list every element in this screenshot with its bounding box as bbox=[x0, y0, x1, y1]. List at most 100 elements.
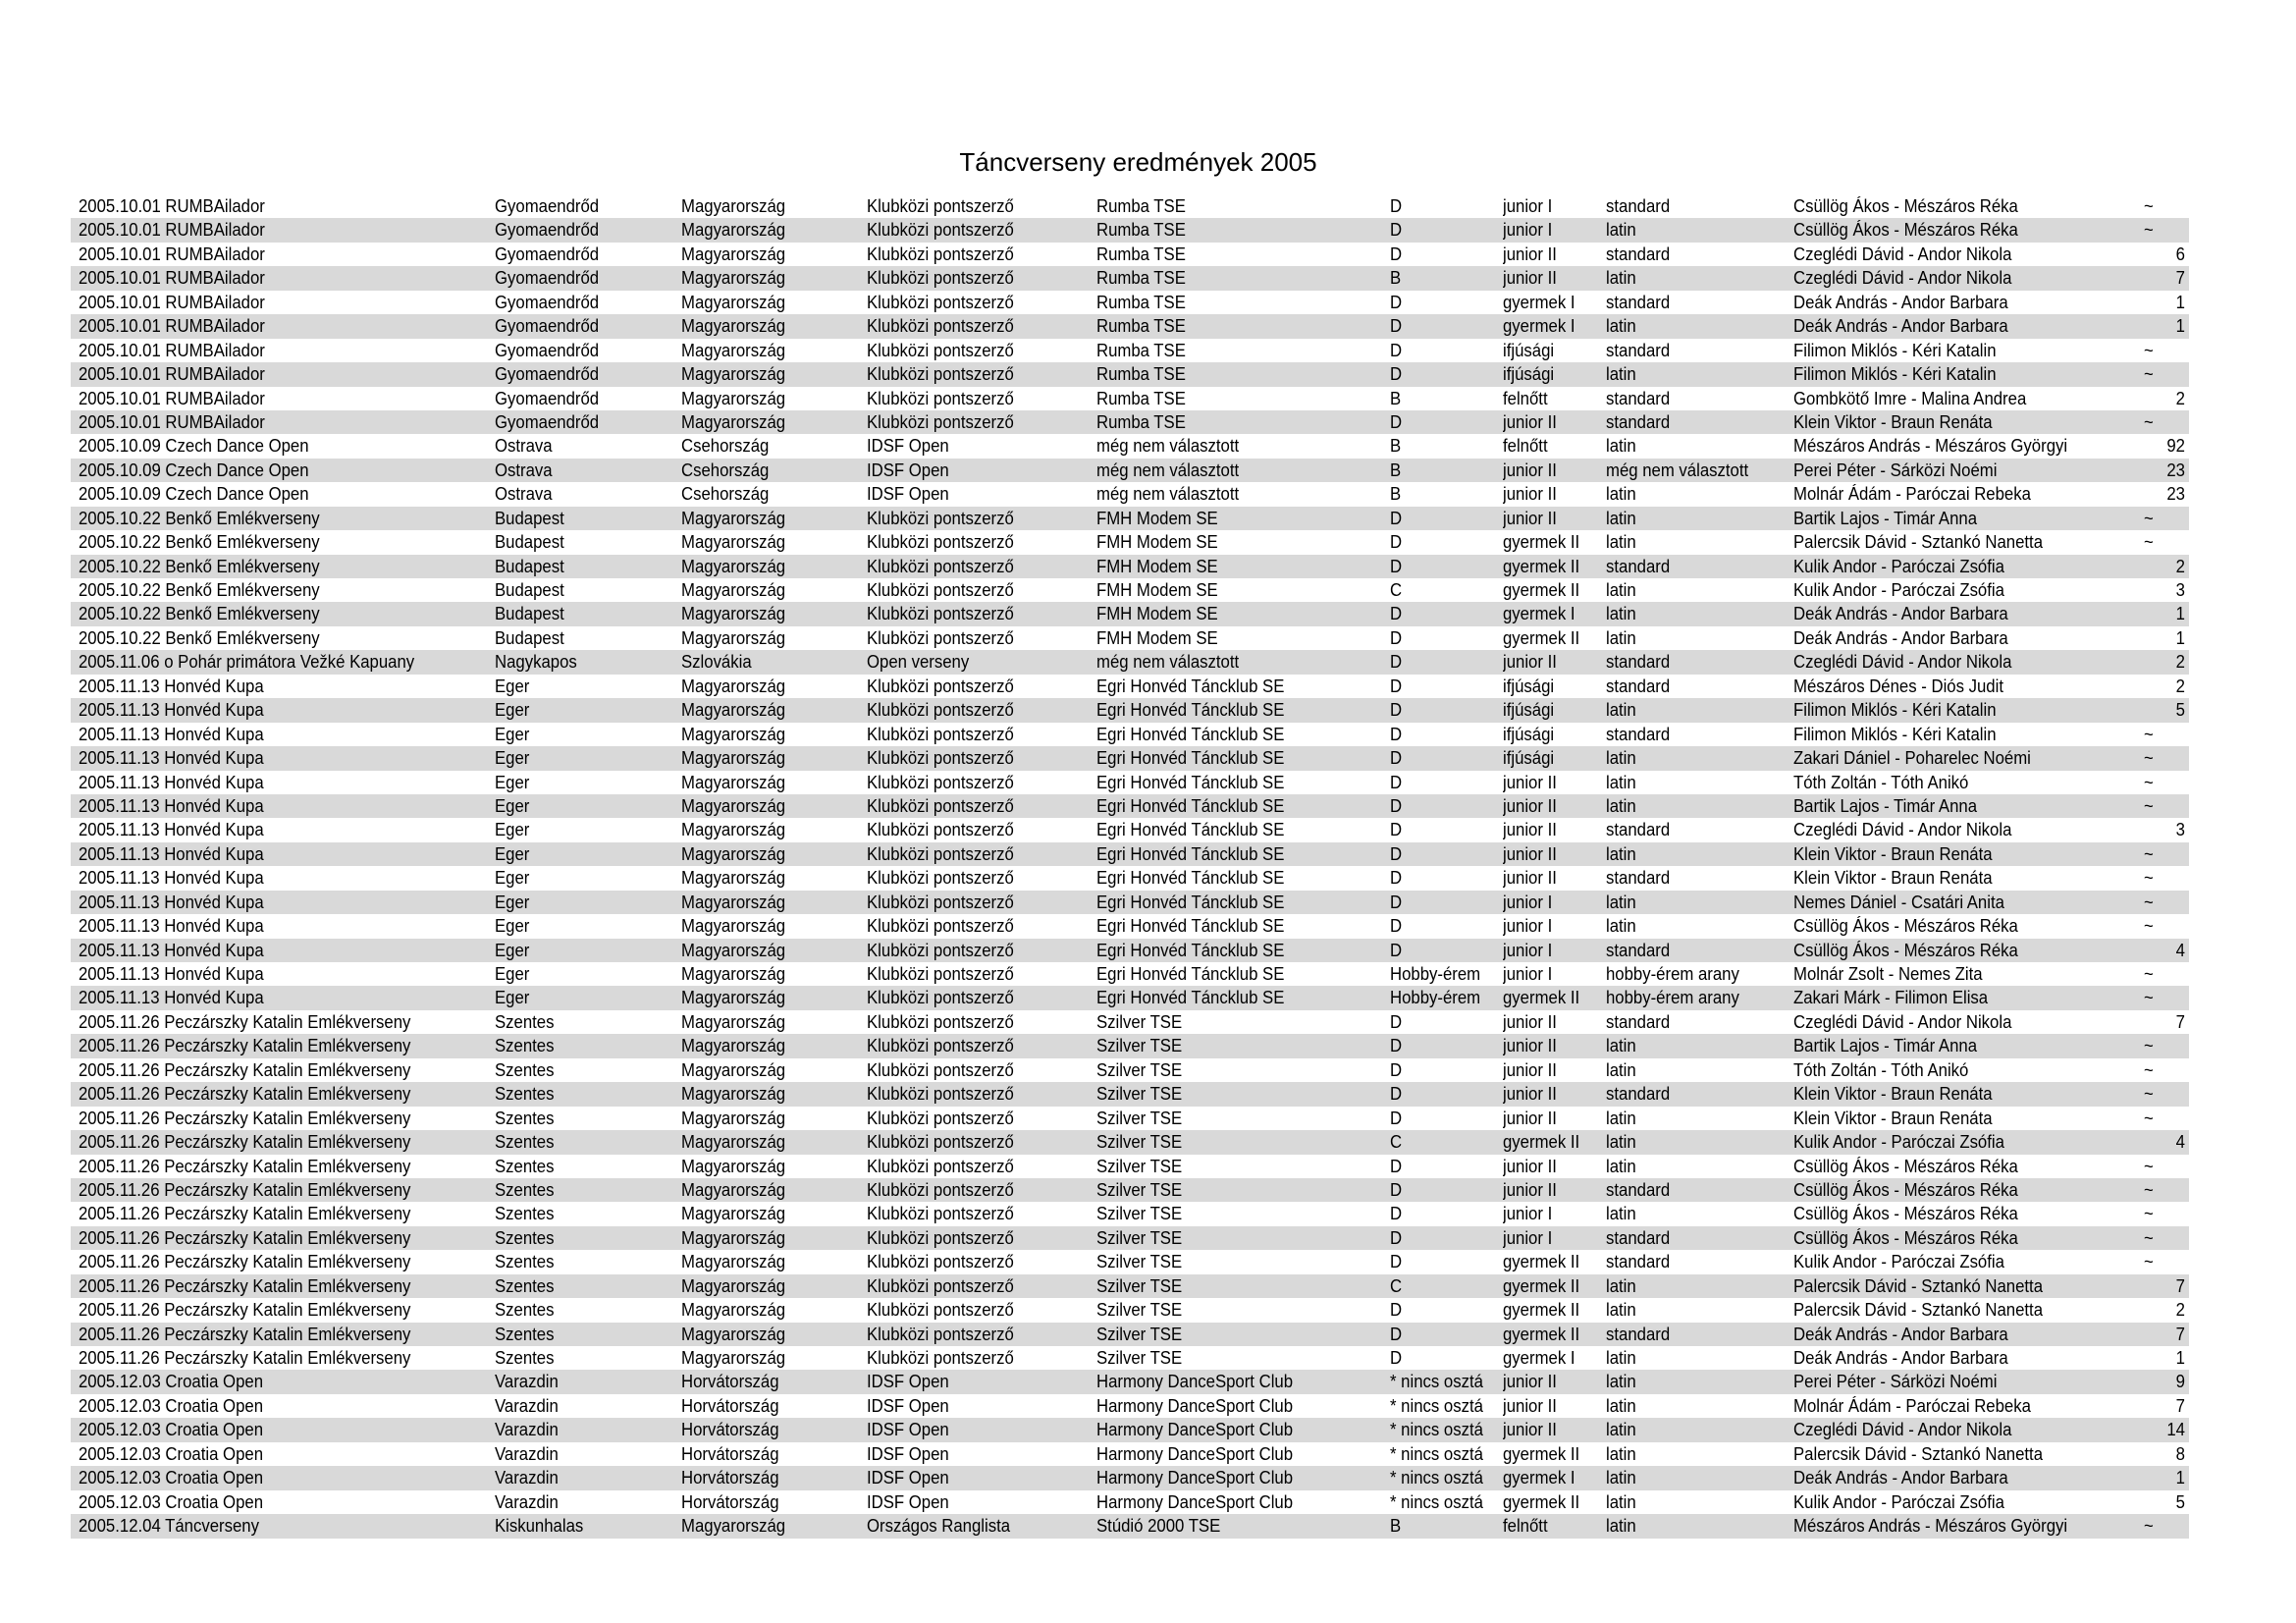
age-group-cell: junior II bbox=[1503, 1059, 1557, 1080]
class-cell: * nincs osztá bbox=[1390, 1468, 1483, 1488]
country-cell: Magyarország bbox=[681, 1516, 786, 1537]
club-cell: Szilver TSE bbox=[1096, 1275, 1183, 1296]
page-title: Táncverseny eredmények 2005 bbox=[959, 147, 1317, 177]
country-cell: Magyarország bbox=[681, 268, 786, 289]
style-cell: latin bbox=[1606, 1059, 1636, 1080]
couple-cell: Bartik Lajos - Timár Anna bbox=[1793, 795, 1978, 816]
competition-type-cell: Klubközi pontszerző bbox=[867, 1108, 1014, 1128]
city-cell: Ostrava bbox=[495, 484, 553, 505]
class-cell: D bbox=[1390, 1204, 1403, 1224]
class-cell: D bbox=[1390, 556, 1403, 576]
club-cell: Szilver TSE bbox=[1096, 1156, 1183, 1176]
placement-cell: 2 bbox=[2175, 1300, 2185, 1321]
table-row: 2005.10.22 Benkő Emlékverseny Budapest Mag… bbox=[71, 554, 2189, 578]
placement-cell: ~ bbox=[2144, 964, 2154, 984]
competition-type-cell: Klubközi pontszerző bbox=[867, 1204, 1014, 1224]
club-cell: FMH Modem SE bbox=[1096, 580, 1218, 600]
club-cell: Rumba TSE bbox=[1096, 364, 1186, 385]
style-cell: latin bbox=[1606, 627, 1636, 648]
table-row: 2005.10.09 Czech Dance Open Ostrava Csehor… bbox=[71, 458, 2189, 483]
age-group-cell: junior II bbox=[1503, 1156, 1557, 1176]
event-cell: 2005.11.26 Peczárszky Katalin Emlékverse… bbox=[79, 1227, 411, 1248]
style-cell: standard bbox=[1606, 724, 1671, 744]
age-group-cell: junior II bbox=[1503, 1395, 1557, 1416]
age-group-cell: gyermek II bbox=[1503, 1300, 1580, 1321]
country-cell: Magyarország bbox=[681, 556, 786, 576]
age-group-cell: ifjúsági bbox=[1503, 700, 1555, 721]
class-cell: Hobby-érem bbox=[1390, 964, 1481, 984]
style-cell: latin bbox=[1606, 484, 1636, 505]
country-cell: Csehország bbox=[681, 460, 770, 480]
style-cell: latin bbox=[1606, 843, 1636, 864]
style-cell: standard bbox=[1606, 340, 1671, 360]
country-cell: Horvátország bbox=[681, 1468, 779, 1488]
couple-cell: Csüllög Ákos - Mészáros Réka bbox=[1793, 1179, 2018, 1200]
city-cell: Eger bbox=[495, 700, 530, 721]
style-cell: latin bbox=[1606, 1420, 1636, 1440]
country-cell: Magyarország bbox=[681, 1179, 786, 1200]
club-cell: Egri Honvéd Táncklub SE bbox=[1096, 940, 1285, 960]
placement-cell: 1 bbox=[2175, 1468, 2185, 1488]
country-cell: Magyarország bbox=[681, 243, 786, 264]
style-cell: latin bbox=[1606, 892, 1636, 912]
competition-type-cell: Klubközi pontszerző bbox=[867, 556, 1014, 576]
club-cell: Szilver TSE bbox=[1096, 1252, 1183, 1272]
city-cell: Budapest bbox=[495, 508, 564, 528]
placement-cell: 7 bbox=[2175, 1395, 2185, 1416]
style-cell: latin bbox=[1606, 1468, 1636, 1488]
competition-type-cell: Klubközi pontszerző bbox=[867, 196, 1014, 216]
couple-cell: Kulik Andor - Paróczai Zsófia bbox=[1793, 580, 2004, 600]
event-cell: 2005.10.22 Benkő Emlékverseny bbox=[79, 604, 320, 624]
class-cell: D bbox=[1390, 1300, 1403, 1321]
age-group-cell: ifjúsági bbox=[1503, 676, 1555, 696]
country-cell: Magyarország bbox=[681, 820, 786, 840]
city-cell: Budapest bbox=[495, 580, 564, 600]
couple-cell: Palercsik Dávid - Sztankó Nanetta bbox=[1793, 1443, 2044, 1464]
couple-cell: Palercsik Dávid - Sztankó Nanetta bbox=[1793, 532, 2044, 553]
age-group-cell: junior II bbox=[1503, 460, 1557, 480]
club-cell: FMH Modem SE bbox=[1096, 627, 1218, 648]
age-group-cell: junior II bbox=[1503, 868, 1557, 889]
city-cell: Szentes bbox=[495, 1108, 555, 1128]
class-cell: D bbox=[1390, 940, 1403, 960]
competition-type-cell: IDSF Open bbox=[867, 1395, 949, 1416]
class-cell: B bbox=[1390, 436, 1402, 457]
competition-type-cell: Klubközi pontszerző bbox=[867, 724, 1014, 744]
placement-cell: ~ bbox=[2144, 340, 2154, 360]
event-cell: 2005.10.09 Czech Dance Open bbox=[79, 460, 309, 480]
placement-cell: 14 bbox=[2166, 1420, 2185, 1440]
style-cell: latin bbox=[1606, 1204, 1636, 1224]
couple-cell: Deák András - Andor Barbara bbox=[1793, 627, 2008, 648]
city-cell: Szentes bbox=[495, 1011, 555, 1032]
table-row: 2005.11.26 Peczárszky Katalin Emlékverse… bbox=[71, 1107, 2189, 1130]
competition-type-cell: Klubközi pontszerző bbox=[867, 676, 1014, 696]
class-cell: D bbox=[1390, 1036, 1403, 1056]
table-row: 2005.11.13 Honvéd Kupa Eger Magyarország Kl… bbox=[71, 698, 2189, 723]
couple-cell: Deák András - Andor Barbara bbox=[1793, 1324, 2008, 1344]
country-cell: Magyarország bbox=[681, 388, 786, 408]
age-group-cell: junior I bbox=[1503, 964, 1553, 984]
competition-type-cell: Klubközi pontszerző bbox=[867, 916, 1014, 937]
age-group-cell: gyermek I bbox=[1503, 292, 1575, 312]
event-cell: 2005.11.26 Peczárszky Katalin Emlékverse… bbox=[79, 1011, 411, 1032]
country-cell: Magyarország bbox=[681, 292, 786, 312]
event-cell: 2005.11.13 Honvéd Kupa bbox=[79, 748, 264, 769]
country-cell: Magyarország bbox=[681, 1348, 786, 1368]
couple-cell: Deák András - Andor Barbara bbox=[1793, 292, 2008, 312]
age-group-cell: junior II bbox=[1503, 652, 1557, 673]
placement-cell: ~ bbox=[2144, 868, 2154, 889]
event-cell: 2005.11.26 Peczárszky Katalin Emlékverse… bbox=[79, 1059, 411, 1080]
country-cell: Magyarország bbox=[681, 1324, 786, 1344]
event-cell: 2005.10.22 Benkő Emlékverseny bbox=[79, 556, 320, 576]
competition-type-cell: Klubközi pontszerző bbox=[867, 843, 1014, 864]
couple-cell: Kulik Andor - Paróczai Zsófia bbox=[1793, 1132, 2004, 1153]
style-cell: standard bbox=[1606, 1227, 1671, 1248]
class-cell: B bbox=[1390, 268, 1402, 289]
competition-type-cell: Klubközi pontszerző bbox=[867, 364, 1014, 385]
competition-type-cell: Klubközi pontszerző bbox=[867, 1084, 1014, 1105]
style-cell: latin bbox=[1606, 604, 1636, 624]
class-cell: D bbox=[1390, 243, 1403, 264]
style-cell: standard bbox=[1606, 292, 1671, 312]
event-cell: 2005.10.01 RUMBAilador bbox=[79, 268, 265, 289]
placement-cell: 7 bbox=[2175, 1275, 2185, 1296]
